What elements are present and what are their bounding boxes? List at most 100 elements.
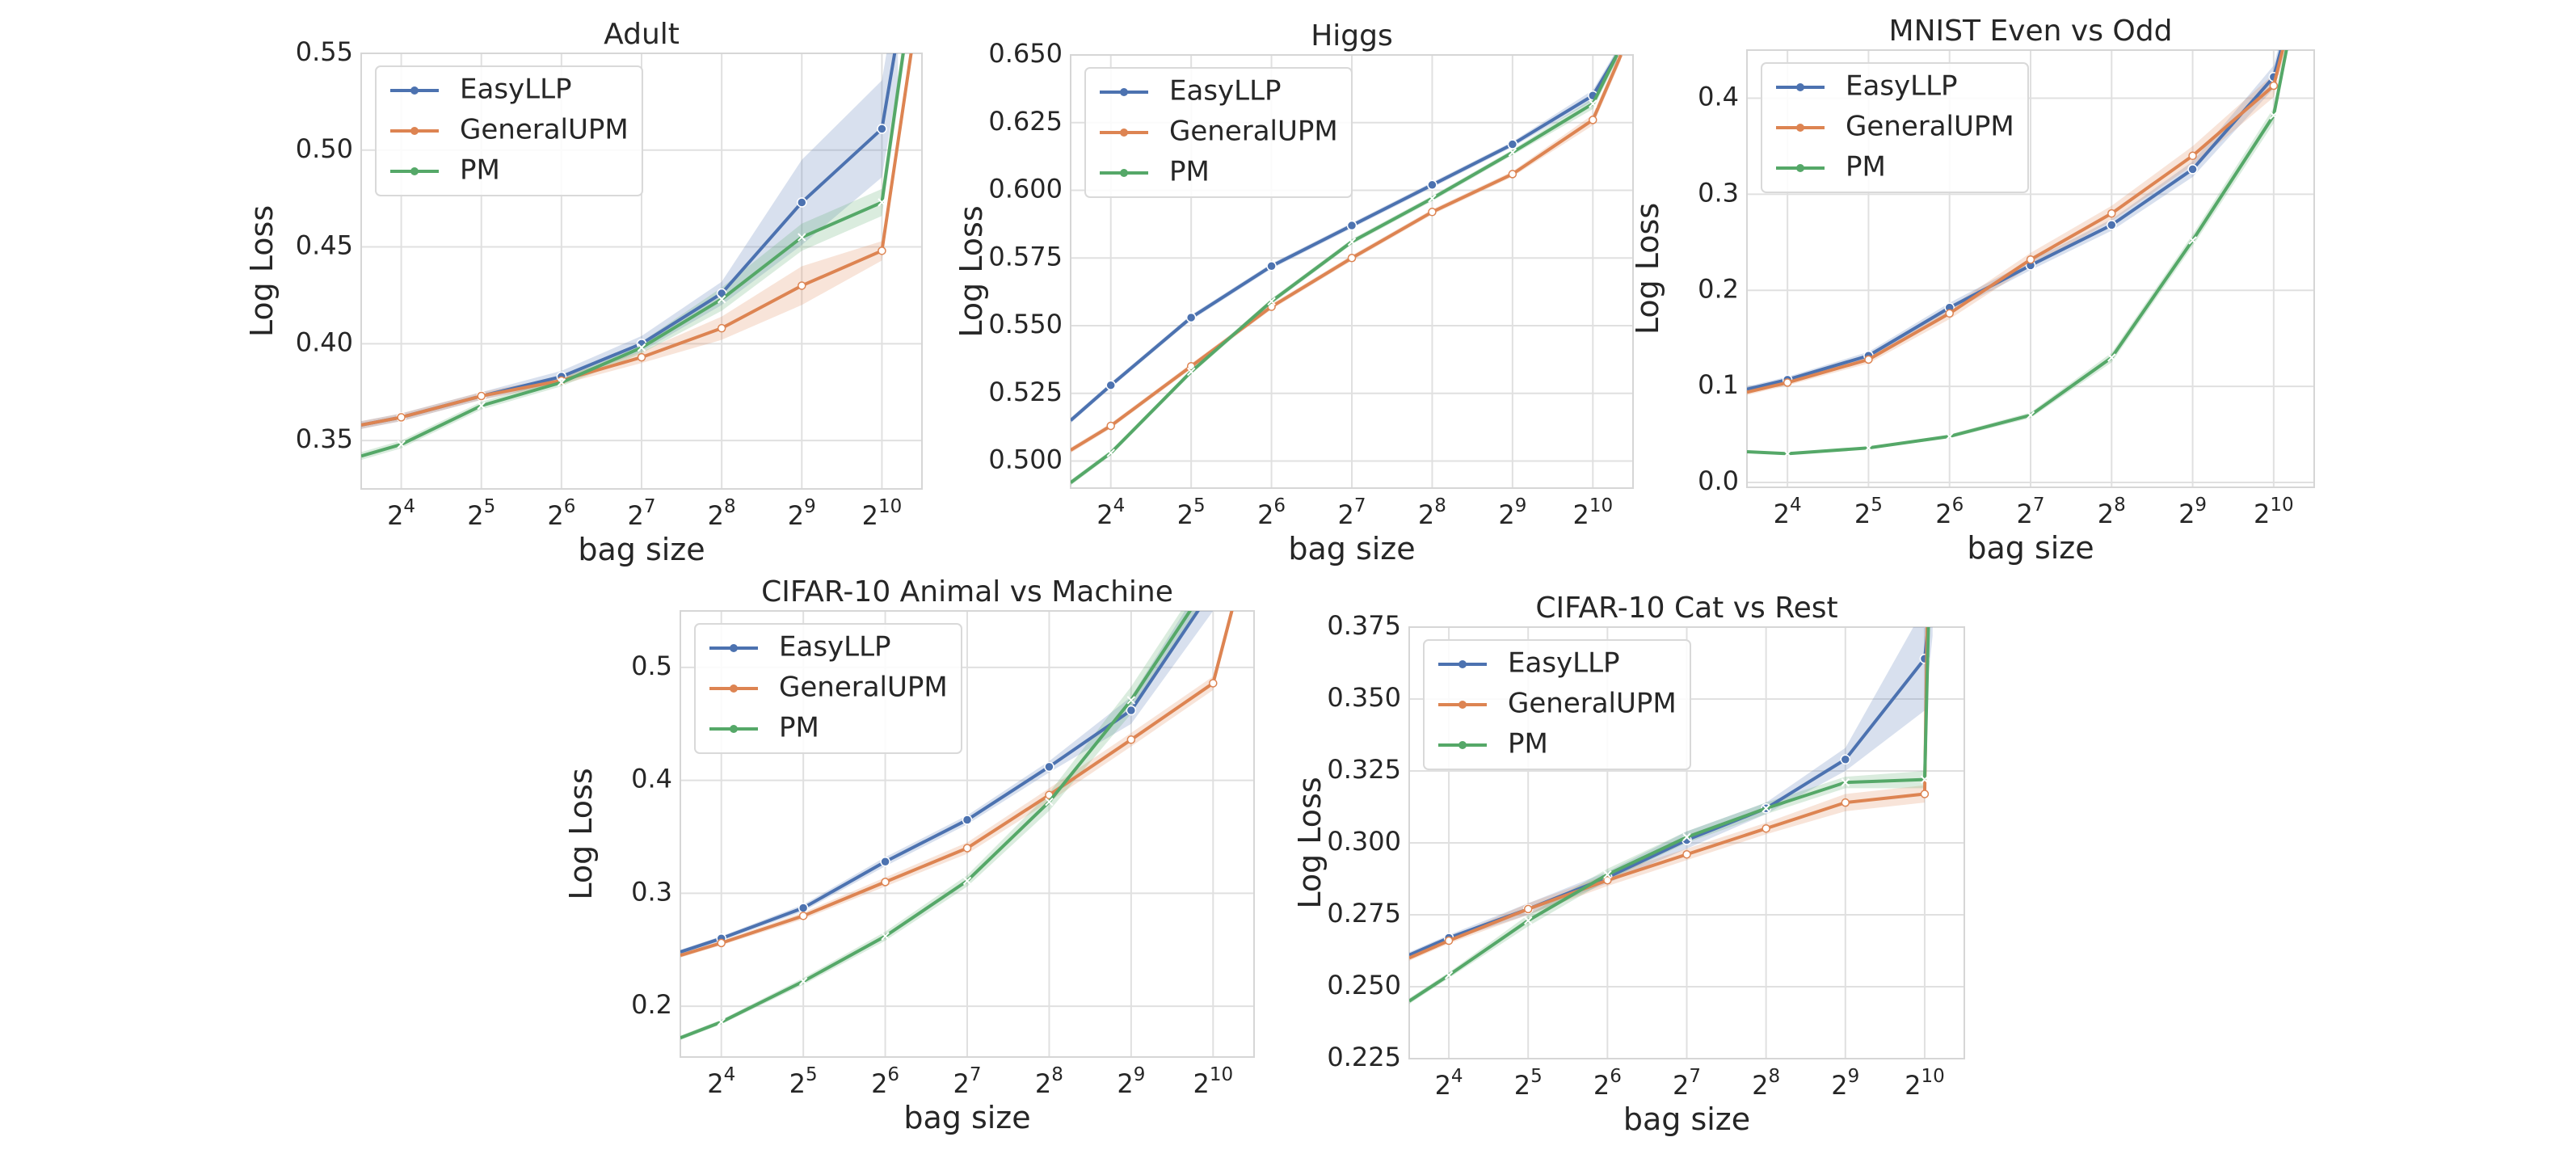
x-tick-label: 27 (1338, 495, 1366, 530)
legend-box (375, 65, 643, 196)
legend-marker-pm (410, 167, 419, 175)
plot-border (680, 610, 1255, 1058)
data-point-generalupm (477, 391, 486, 401)
legend-marker-generalupm (410, 127, 419, 135)
y-tick-label: 0.55 (296, 36, 353, 67)
data-layer (361, 53, 913, 461)
x-tick-label: 210 (862, 496, 903, 531)
panel-0: 0.35 0.40 0.45 0.50 0.55 24 25 26 27 28 29 210 Adult… (244, 18, 923, 567)
x-tick-label: 27 (2017, 495, 2045, 529)
data-point-generalupm (1209, 679, 1218, 688)
data-point-pm (2188, 236, 2197, 245)
legend-label-easyllp: EasyLLP (779, 631, 891, 663)
y-tick-label: 0.4 (1698, 81, 1739, 112)
y-tick-label: 0.3 (631, 876, 672, 907)
data-point-generalupm (1682, 849, 1691, 859)
data-point-generalupm (1428, 208, 1437, 217)
x-tick-label: 29 (788, 496, 816, 531)
data-point-generalupm (1762, 823, 1770, 833)
x-tick-label: 24 (1774, 495, 1802, 529)
data-point-generalupm (717, 938, 726, 948)
y-tick-label: 0.625 (988, 106, 1063, 137)
data-point-easyllp (1427, 179, 1437, 191)
data-point-generalupm (1523, 904, 1533, 914)
panel-2: 0.0 0.1 0.2 0.3 0.4 24 25 26 27 28 29 210 MNIST Even… (1630, 15, 2315, 566)
data-point-generalupm (2269, 81, 2279, 91)
x-tick-label: 24 (707, 1064, 735, 1099)
legend: EasyLLP GeneralUPM PM (375, 65, 643, 196)
panel-title: CIFAR-10 Animal vs Machine (761, 575, 1173, 609)
series-line-easyllp (680, 611, 1200, 954)
x-tick-label: 26 (1935, 495, 1964, 529)
panel-title: MNIST Even vs Odd (1889, 15, 2173, 48)
x-tick-label: 24 (1435, 1066, 1463, 1101)
plot-border (1408, 626, 1965, 1059)
plot-border (360, 53, 923, 490)
data-point-pm (717, 1017, 726, 1026)
y-tick-label: 0.4 (631, 764, 672, 794)
data-point-pm (1920, 775, 1930, 784)
y-tick-label: 0.375 (1327, 610, 1401, 641)
x-axis-label: bag size (578, 532, 705, 567)
legend-marker-easyllp (1120, 88, 1128, 96)
legend-label-generalupm: GeneralUPM (1508, 688, 1677, 720)
data-point-pm (1864, 444, 1873, 453)
data-point-generalupm (1589, 116, 1597, 124)
data-point-pm (1945, 432, 1954, 441)
data-point-easyllp (1346, 220, 1357, 231)
data-point-pm (477, 401, 486, 411)
x-tick-label: 24 (387, 496, 415, 531)
legend: EasyLLP GeneralUPM PM (1423, 639, 1691, 770)
data-point-pm (798, 977, 808, 986)
data-point-pm (2269, 111, 2279, 120)
x-axis-label: bag size (1288, 531, 1415, 566)
data-point-pm (1524, 916, 1533, 925)
x-tick-label: 26 (1593, 1066, 1622, 1101)
x-tick-label: 25 (1177, 495, 1206, 530)
data-point-pm (1762, 804, 1770, 813)
x-axis-label: bag size (903, 1100, 1030, 1135)
plot-border (1070, 54, 1634, 489)
legend-marker-easyllp (1458, 660, 1467, 668)
y-tick-label: 0.2 (631, 989, 672, 1020)
y-tick-label: 0.275 (1327, 898, 1401, 929)
y-tick-label: 0.250 (1327, 970, 1401, 1000)
y-axis-label: Log Loss (1292, 777, 1328, 908)
data-layer (1747, 50, 2288, 458)
legend-label-generalupm: GeneralUPM (460, 114, 629, 146)
data-point-pm (397, 440, 406, 449)
panel-title: Adult (604, 18, 680, 51)
legend-label-pm: PM (1508, 728, 1548, 760)
data-point-pm (1603, 870, 1612, 879)
data-point-pm (1783, 449, 1792, 458)
data-point-easyllp (797, 197, 807, 208)
data-point-easyllp (1209, 584, 1218, 593)
x-axis-label: bag size (1623, 1101, 1750, 1137)
data-point-generalupm (1106, 421, 1115, 431)
data-point-pm (557, 378, 566, 387)
panel-title: CIFAR-10 Cat vs Rest (1535, 592, 1837, 625)
data-point-pm (878, 198, 886, 207)
legend-marker-pm (1796, 164, 1804, 172)
x-tick-label: 29 (1831, 1066, 1859, 1101)
y-axis-label: Log Loss (1630, 203, 1665, 335)
data-point-pm (1841, 778, 1850, 787)
x-axis-label: bag size (1967, 530, 2094, 566)
x-tick-label: 24 (1096, 495, 1125, 530)
y-tick-label: 0.225 (1327, 1042, 1401, 1072)
x-tick-label: 25 (1854, 495, 1883, 529)
legend-marker-pm (1458, 741, 1467, 749)
data-point-generalupm (397, 413, 406, 422)
x-tick-label: 27 (953, 1064, 982, 1099)
legend-box (694, 623, 962, 754)
data-point-pm (1682, 832, 1691, 842)
data-point-easyllp (2107, 220, 2117, 230)
data-point-pm (1508, 148, 1517, 157)
data-point-pm (1045, 797, 1054, 807)
panel-title: Higgs (1311, 19, 1393, 53)
y-tick-label: 0.500 (988, 444, 1063, 475)
data-point-generalupm (1126, 735, 1136, 744)
x-tick-label: 27 (628, 496, 656, 531)
legend-label-generalupm: GeneralUPM (779, 672, 948, 704)
data-point-easyllp (2187, 164, 2198, 175)
